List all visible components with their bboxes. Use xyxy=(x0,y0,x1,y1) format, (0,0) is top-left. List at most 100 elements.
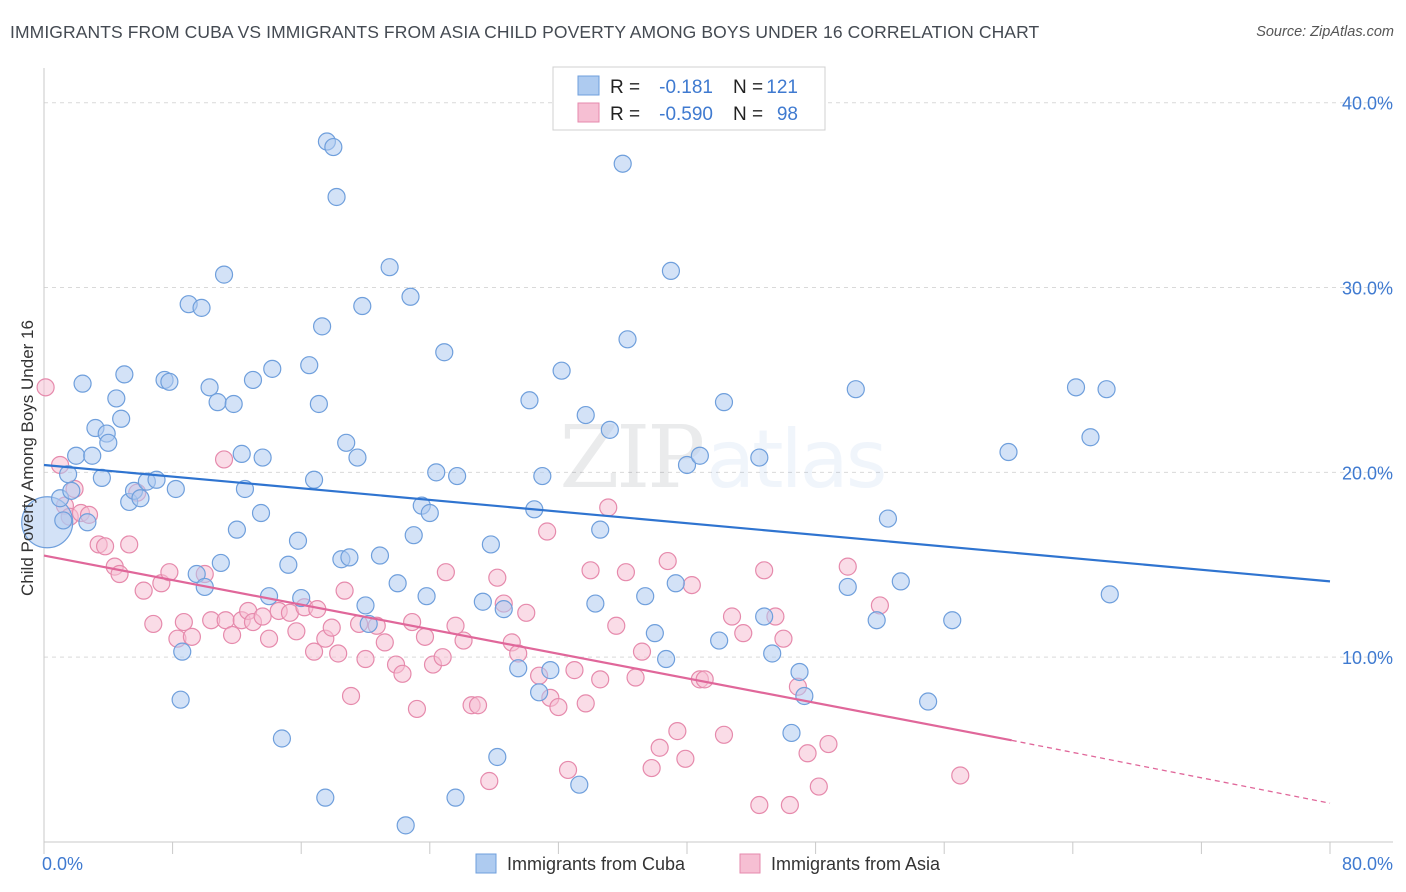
cuba-point-86 xyxy=(570,775,589,794)
watermark: ZIPatlas xyxy=(560,408,885,508)
asia-point-85 xyxy=(714,725,734,744)
cuba-point-93 xyxy=(636,587,655,606)
asia-point-82 xyxy=(682,576,701,595)
asia-point-78 xyxy=(650,738,669,757)
y-tick-label-3: 40.0% xyxy=(1342,94,1393,114)
asia-point-51 xyxy=(433,648,452,667)
cuba-point-75 xyxy=(473,592,492,611)
series-legend: Immigrants from Cuba Immigrants from Asi… xyxy=(475,853,941,874)
trend-lines xyxy=(43,463,1331,804)
cuba-point-12 xyxy=(99,433,118,452)
asia-point-34 xyxy=(304,642,324,661)
cuba-point-51 xyxy=(316,788,335,807)
cuba-point-90 xyxy=(600,420,619,439)
cuba-point-113 xyxy=(919,692,938,711)
cuba-point-45 xyxy=(288,531,308,550)
cuba-point-27 xyxy=(187,564,206,584)
cuba-point-71 xyxy=(427,463,446,482)
cuba-point-78 xyxy=(494,600,513,619)
cuba-point-101 xyxy=(714,393,734,412)
cuba-point-6 xyxy=(73,374,92,393)
y-axis-label: Child Poverty Among Boys Under 16 xyxy=(18,320,37,596)
cuba-point-62 xyxy=(370,546,390,565)
cuba-point-22 xyxy=(160,372,179,391)
cuba-point-5 xyxy=(67,446,86,465)
asia-point-42 xyxy=(356,649,375,669)
legend-swatch-cuba xyxy=(577,75,600,96)
cuba-point-73 xyxy=(446,788,465,807)
x-tick-label-min: 0.0% xyxy=(42,854,83,874)
asia-point-8 xyxy=(95,537,115,556)
cuba-point-77 xyxy=(488,747,507,767)
cuba-point-69 xyxy=(417,587,436,606)
asia-point-11 xyxy=(120,535,139,554)
cuba-point-25 xyxy=(171,690,190,709)
cuba-point-119 xyxy=(1100,585,1119,604)
asia-trend-line xyxy=(43,554,1012,742)
cuba-point-114 xyxy=(943,611,962,630)
cuba-point-3 xyxy=(62,481,81,500)
asia-point-70 xyxy=(581,561,600,580)
cuba-point-42 xyxy=(263,359,282,378)
asia-point-38 xyxy=(329,644,348,663)
asia-point-84 xyxy=(695,670,714,689)
cuba-trend-line xyxy=(43,463,1331,583)
cuba-point-18 xyxy=(131,489,150,508)
cuba-point-40 xyxy=(253,448,272,467)
cuba-point-15 xyxy=(115,365,134,384)
cuba-point-66 xyxy=(401,287,420,306)
y-tick-labels: 10.0% 20.0% 30.0% 40.0% xyxy=(1342,94,1393,668)
cuba-point-118 xyxy=(1097,380,1116,399)
y-tick-label-2: 30.0% xyxy=(1342,279,1393,299)
cuba-point-108 xyxy=(838,577,857,597)
asia-point-46 xyxy=(393,664,412,683)
cuba-point-92 xyxy=(618,330,637,349)
cuba-point-88 xyxy=(586,594,605,613)
cuba-point-91 xyxy=(613,154,632,173)
asia-point-62 xyxy=(517,603,536,622)
asia-point-28 xyxy=(253,607,272,626)
asia-point-97 xyxy=(838,557,857,576)
y-tick-label-1: 20.0% xyxy=(1342,463,1393,483)
cuba-point-43 xyxy=(272,729,292,748)
asia-point-68 xyxy=(565,661,584,680)
cuba-point-109 xyxy=(846,380,865,399)
cuba-point-64 xyxy=(388,574,407,593)
cuba-points xyxy=(21,132,1119,835)
asia-point-57 xyxy=(480,771,499,791)
cuba-point-67 xyxy=(404,526,423,545)
cuba-point-2 xyxy=(54,511,73,530)
cuba-point-102 xyxy=(750,448,769,467)
cuba-point-89 xyxy=(591,520,610,539)
cuba-point-115 xyxy=(999,442,1018,462)
cuba-point-49 xyxy=(309,394,328,414)
asia-point-88 xyxy=(750,795,769,815)
cuba-point-7 xyxy=(78,513,97,532)
y-tick-label-0: 10.0% xyxy=(1342,648,1393,668)
asia-point-52 xyxy=(436,563,455,582)
asia-point-64 xyxy=(538,522,557,541)
cuba-point-8 xyxy=(83,446,102,465)
asia-point-44 xyxy=(375,633,394,652)
cuba-point-46 xyxy=(292,588,311,608)
cuba-point-59 xyxy=(353,296,372,316)
cuba-point-105 xyxy=(782,723,801,743)
asia-trend-extension xyxy=(1011,739,1331,804)
legend-r-label-cuba: R = xyxy=(610,77,640,98)
cuba-point-110 xyxy=(867,611,886,630)
asia-point-56 xyxy=(468,696,488,715)
chart-title: IMMIGRANTS FROM CUBA VS IMMIGRANTS FROM … xyxy=(10,22,1040,42)
asia-point-14 xyxy=(144,614,163,634)
cuba-point-36 xyxy=(232,444,251,463)
asia-point-96 xyxy=(819,734,838,754)
cuba-point-31 xyxy=(208,393,227,412)
cuba-point-44 xyxy=(279,555,298,574)
asia-point-13 xyxy=(134,581,153,600)
stats-legend: R = -0.181 N = 121 R = -0.590 N = 98 xyxy=(552,66,826,131)
asia-point-29 xyxy=(259,629,279,648)
asia-point-37 xyxy=(322,618,341,637)
cuba-point-54 xyxy=(327,187,346,207)
asia-point-92 xyxy=(780,795,799,815)
asia-point-16 xyxy=(160,563,179,582)
asia-point-66 xyxy=(549,697,568,717)
